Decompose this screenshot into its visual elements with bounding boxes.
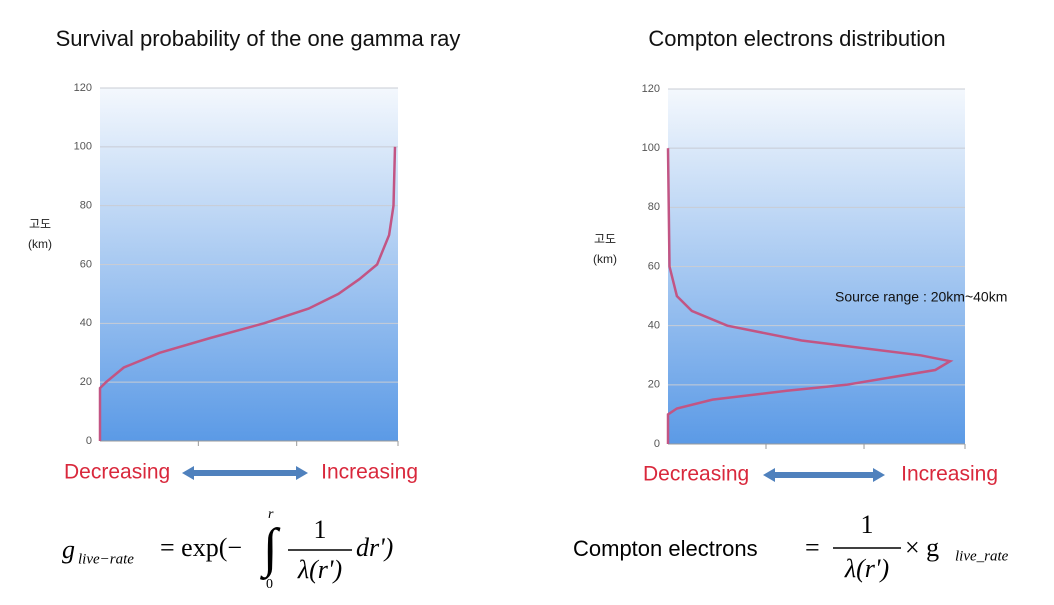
formula-text: 1 bbox=[314, 515, 327, 544]
y-tick-label: 0 bbox=[654, 438, 660, 450]
data-line bbox=[666, 148, 954, 444]
y-tick-label: 80 bbox=[80, 200, 92, 212]
formula-text: r bbox=[268, 507, 274, 522]
y-tick-label: 80 bbox=[648, 201, 660, 213]
formula-text: dr') bbox=[356, 533, 393, 562]
y-tick-label: 40 bbox=[80, 317, 92, 329]
y-axis-label: (km) bbox=[28, 237, 52, 251]
y-axis-label: (km) bbox=[593, 252, 617, 266]
annotation: Source range : 20km~40km bbox=[835, 289, 1007, 305]
formula-text: 0 bbox=[266, 577, 273, 592]
data-line bbox=[98, 146, 397, 441]
x-left-label: Decreasing bbox=[64, 461, 170, 484]
y-axis-label: 고도 bbox=[29, 217, 51, 231]
y-axis-label: 고도 bbox=[594, 232, 616, 246]
y-tick-label: 120 bbox=[642, 83, 660, 95]
formula-text: = bbox=[805, 533, 820, 562]
y-tick-label: 40 bbox=[648, 320, 660, 332]
formula-right: Compton electrons = 1 λ(r') × g live_rat… bbox=[573, 510, 1009, 583]
chart-title: Survival probability of the one gamma ra… bbox=[56, 26, 461, 51]
formula-text: × g bbox=[905, 533, 939, 562]
y-tick-label: 20 bbox=[648, 379, 660, 391]
y-tick-label: 60 bbox=[648, 260, 660, 272]
y-tick-label: 120 bbox=[74, 82, 92, 94]
x-right-label: Increasing bbox=[321, 461, 418, 484]
y-tick-label: 60 bbox=[80, 258, 92, 270]
formula-text: λ(r') bbox=[297, 555, 342, 584]
y-tick-label: 0 bbox=[86, 435, 92, 447]
x-right-label: Increasing bbox=[901, 463, 998, 486]
chart-title: Compton electrons distribution bbox=[648, 26, 945, 51]
double-arrow bbox=[763, 468, 885, 482]
x-left-label: Decreasing bbox=[643, 463, 749, 486]
formula-text: g bbox=[62, 535, 75, 564]
y-tick-label: 20 bbox=[80, 376, 92, 388]
formula-text: live_rate bbox=[955, 548, 1009, 564]
formula-text: = exp(− bbox=[160, 533, 242, 562]
integral-sign: ∫ bbox=[260, 517, 281, 580]
formula-text: 1 bbox=[861, 510, 874, 539]
double-arrow bbox=[182, 466, 308, 480]
formula-left: g live−rate = exp(− ∫ r 0 1 λ(r') dr') bbox=[62, 507, 393, 592]
formula-text: λ(r') bbox=[844, 554, 889, 583]
formula-text: live−rate bbox=[78, 551, 134, 567]
formula-text: Compton electrons bbox=[573, 536, 758, 561]
y-tick-label: 100 bbox=[642, 142, 660, 154]
y-tick-label: 100 bbox=[74, 141, 92, 153]
